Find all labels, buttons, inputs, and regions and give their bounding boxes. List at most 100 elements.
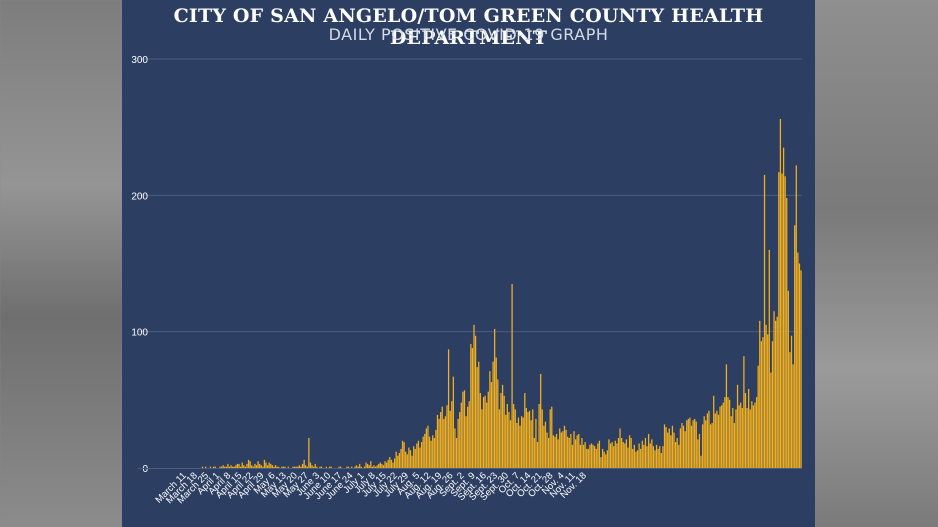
bar (500, 393, 502, 468)
bar (528, 410, 531, 468)
bar (295, 466, 297, 468)
bar (619, 428, 621, 468)
bar (219, 466, 221, 468)
bar (678, 444, 680, 468)
bar (794, 225, 796, 468)
bar (581, 438, 583, 468)
bar (428, 436, 431, 468)
bar (759, 320, 761, 468)
chart-subtitle: DAILY POSITIVE COVID-19 GRAPH (328, 25, 609, 44)
bar (260, 465, 262, 468)
bar (476, 367, 478, 468)
bar (784, 176, 786, 468)
bar (630, 438, 632, 468)
bar (616, 443, 618, 468)
bar (230, 465, 232, 468)
bar (303, 459, 305, 468)
bar (574, 439, 577, 468)
bar (579, 444, 581, 468)
bar (497, 379, 499, 468)
bar (214, 466, 216, 468)
bar (736, 384, 739, 468)
bar (495, 357, 497, 468)
bar (490, 382, 493, 468)
bar (201, 466, 204, 468)
bar (611, 442, 613, 468)
bar (789, 352, 791, 468)
bar (446, 405, 448, 468)
bar (366, 463, 369, 468)
bar (743, 356, 745, 468)
bar (266, 465, 269, 468)
bar (671, 425, 674, 468)
bar (338, 466, 340, 468)
bar (544, 421, 547, 468)
bar (360, 466, 362, 468)
bar (516, 423, 518, 468)
bar (682, 425, 685, 468)
bar (748, 388, 750, 468)
bar (628, 435, 631, 468)
bar (462, 391, 464, 468)
bar (546, 432, 548, 468)
bar (775, 320, 777, 468)
bar (340, 466, 342, 468)
bar (486, 402, 488, 468)
bar (444, 416, 447, 468)
bar (613, 446, 615, 468)
bar (694, 418, 696, 468)
bar (776, 316, 778, 468)
bar (408, 447, 410, 468)
bar (287, 466, 289, 468)
bar (640, 448, 642, 468)
bar (282, 466, 285, 468)
bar (540, 373, 542, 468)
bar (265, 462, 267, 468)
bar (595, 448, 597, 468)
bar (633, 444, 635, 468)
bar (692, 420, 694, 468)
bar (614, 440, 616, 468)
bar (454, 428, 456, 468)
bar (644, 438, 647, 468)
bar (751, 401, 753, 468)
bar (376, 465, 378, 468)
bar (578, 433, 580, 468)
bar (797, 252, 799, 468)
bar (795, 165, 797, 468)
bar (765, 324, 767, 468)
bar (657, 448, 659, 468)
bar (239, 466, 242, 468)
bar (228, 466, 231, 468)
bar (274, 465, 277, 468)
bar (760, 341, 762, 468)
bar (771, 341, 774, 468)
bar (608, 439, 610, 468)
bar (538, 403, 540, 468)
bar (397, 455, 399, 468)
bar (406, 454, 408, 468)
bar (621, 438, 623, 468)
bar (212, 466, 215, 468)
bar (605, 454, 607, 468)
bar (365, 462, 367, 468)
bar (655, 444, 658, 468)
bar (427, 425, 429, 468)
bar (603, 451, 605, 468)
bar (779, 118, 782, 469)
bar (419, 447, 421, 468)
bar (727, 397, 729, 468)
bar (763, 174, 766, 468)
bar (557, 439, 559, 468)
bar (697, 439, 699, 468)
bar (363, 466, 366, 468)
bar (587, 448, 589, 468)
bar (246, 463, 248, 468)
bar (505, 414, 507, 468)
bar (520, 416, 523, 468)
bar (249, 461, 251, 468)
bar (468, 401, 470, 468)
bar (606, 450, 608, 468)
y-tick-label: 0 (142, 464, 148, 475)
bar (460, 402, 462, 468)
